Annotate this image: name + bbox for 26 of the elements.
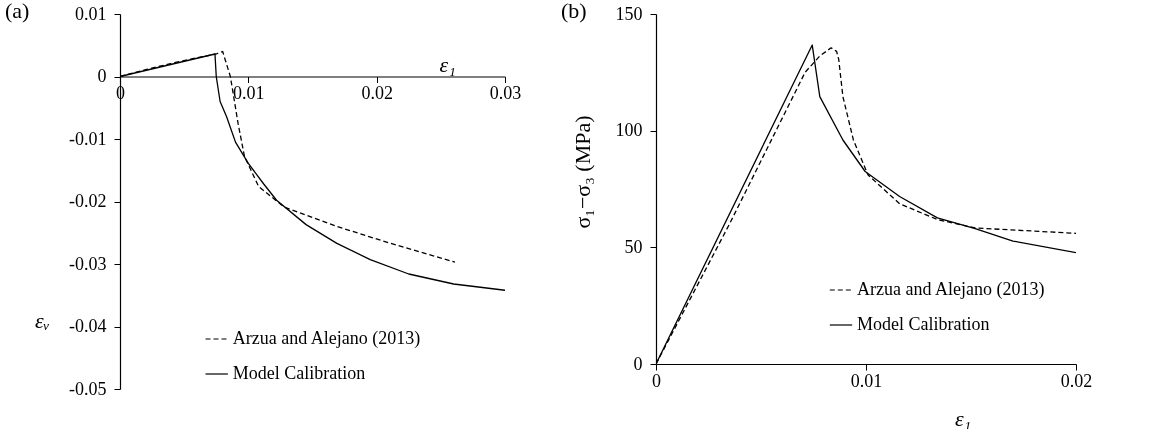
- y-tick-label: 0.01: [75, 3, 107, 24]
- y-tick-label: -0.03: [69, 253, 107, 274]
- legend-label: Model Calibration: [232, 363, 366, 383]
- x-tick-label: 0.03: [489, 83, 522, 103]
- y-tick-label: 0: [633, 353, 643, 374]
- y-tick-label: 150: [615, 3, 643, 24]
- y-tick-label: -0.04: [69, 316, 107, 336]
- y-tick-label: -0.02: [69, 191, 107, 211]
- y-tick-label: 50: [624, 236, 643, 257]
- x-tick-label: 0.02: [1060, 370, 1093, 391]
- legend-label: Model Calibration: [857, 314, 990, 334]
- x-tick-label: 0.01: [850, 370, 883, 391]
- x-tick-label: 0.02: [361, 83, 393, 103]
- x-axis-title: ε₁: [439, 52, 456, 77]
- y-axis-title: εᵥ: [35, 308, 50, 334]
- y-tick-label: 0: [97, 66, 107, 86]
- chart-title: (b): [561, 0, 587, 23]
- chart-title: (a): [5, 0, 30, 23]
- legend-label: Arzua and Alejano (2013): [232, 328, 421, 349]
- y-tick-label: 100: [615, 120, 643, 141]
- y-axis-title: σ₁−σ₃ (MPa): [569, 115, 595, 229]
- x-tick-label: 0.01: [233, 83, 265, 103]
- y-tick-label: -0.05: [69, 378, 107, 399]
- legend-label: Arzua and Alejano (2013): [857, 279, 1045, 300]
- y-tick-label: -0.01: [69, 128, 107, 149]
- x-tick-label: 0: [652, 370, 661, 391]
